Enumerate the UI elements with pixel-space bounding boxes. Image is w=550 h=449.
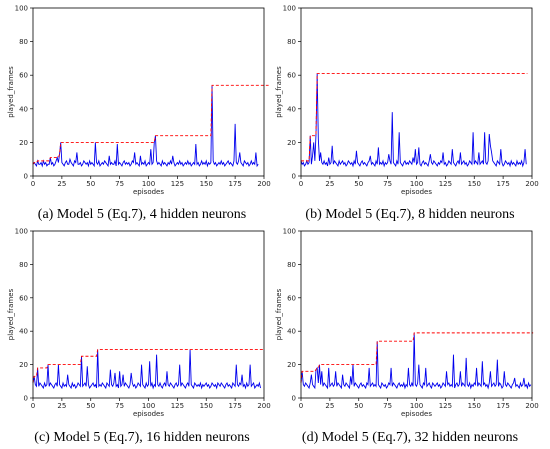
x-tick-label: 200 (525, 180, 538, 188)
x-tick-label: 0 (31, 180, 35, 188)
x-tick-label: 100 (410, 180, 423, 188)
x-tick-label: 0 (299, 180, 303, 188)
x-tick-label: 0 (31, 402, 35, 410)
y-axis-label: played_frames (7, 66, 15, 118)
x-tick-label: 150 (200, 180, 213, 188)
x-tick-label: 75 (115, 402, 124, 410)
y-tick-label: 100 (15, 5, 28, 13)
plot-frame (32, 7, 265, 177)
y-tick-label: 100 (15, 228, 28, 236)
x-tick-label: 125 (439, 180, 452, 188)
x-tick-label: 200 (257, 402, 270, 410)
chart-panel-1: 0 25 50 75 100 125 150 175 200020406080100episod… (7, 5, 271, 223)
x-tick-label: 25 (325, 402, 334, 410)
y-tick-label: 60 (19, 294, 28, 302)
y-tick-label: 0 (24, 395, 28, 403)
x-tick-label: 50 (86, 402, 95, 410)
y-tick-label: 60 (19, 72, 28, 80)
x-tick-label: 100 (142, 180, 155, 188)
x-tick-label: 50 (354, 180, 363, 188)
panel-caption: (c) Model 5 (Eq.7), 16 hidden neurons (34, 430, 249, 445)
y-axis-label: played_frames (275, 288, 283, 340)
x-tick-label: 200 (525, 402, 538, 410)
x-axis-label: episodes (133, 188, 164, 196)
x-tick-label: 175 (228, 402, 241, 410)
y-tick-label: 60 (287, 72, 296, 80)
y-axis-label: played_frames (7, 288, 15, 340)
chart-panel-4: 0 25 50 75 100 125 150 175 200020406080100episod… (275, 228, 539, 446)
played-frames-line (32, 85, 259, 168)
y-tick-label: 60 (287, 294, 296, 302)
x-axis-label: episodes (133, 410, 164, 418)
y-tick-label: 0 (292, 173, 296, 181)
played-frames-line (300, 332, 532, 390)
x-axis-label: episodes (401, 188, 432, 196)
plot-frame (300, 7, 533, 177)
x-tick-label: 125 (439, 402, 452, 410)
x-tick-label: 125 (171, 402, 184, 410)
y-tick-label: 20 (19, 361, 28, 369)
panel-caption: (d) Model 5 (Eq.7), 32 hidden neurons (302, 430, 518, 445)
x-tick-label: 100 (142, 402, 155, 410)
y-tick-label: 80 (19, 261, 28, 269)
x-tick-label: 25 (325, 180, 334, 188)
y-tick-label: 100 (283, 5, 296, 13)
played-frames-line (32, 349, 261, 390)
chart-panel-3: 0 25 50 75 100 125 150 175 200020406080100episod… (7, 228, 271, 446)
x-tick-label: 175 (496, 180, 509, 188)
x-tick-label: 50 (354, 402, 363, 410)
x-tick-label: 150 (468, 180, 481, 188)
panel-caption: (b) Model 5 (Eq.7), 8 hidden neurons (305, 207, 514, 222)
x-tick-label: 175 (228, 180, 241, 188)
max-frames-line (32, 349, 264, 384)
y-tick-label: 20 (287, 139, 296, 147)
y-tick-label: 20 (287, 361, 296, 369)
y-tick-label: 80 (287, 261, 296, 269)
max-frames-line (301, 73, 528, 162)
x-tick-label: 150 (200, 402, 213, 410)
y-tick-label: 0 (24, 173, 28, 181)
x-tick-label: 75 (383, 402, 392, 410)
y-tick-label: 20 (19, 139, 28, 147)
played-frames-line (300, 73, 527, 168)
x-tick-label: 75 (383, 180, 392, 188)
x-tick-label: 175 (496, 402, 509, 410)
y-tick-label: 40 (287, 105, 296, 113)
y-tick-label: 40 (287, 328, 296, 336)
x-tick-label: 200 (257, 180, 270, 188)
plot-frame (32, 230, 265, 399)
y-tick-label: 40 (19, 328, 28, 336)
max-frames-line (32, 84, 269, 165)
x-tick-label: 25 (57, 402, 66, 410)
y-tick-label: 0 (292, 395, 296, 403)
y-tick-label: 80 (19, 38, 28, 46)
panel-caption: (a) Model 5 (Eq.7), 4 hidden neurons (38, 207, 246, 222)
y-axis-label: played_frames (275, 66, 283, 118)
x-tick-label: 100 (410, 402, 423, 410)
x-tick-label: 75 (115, 180, 124, 188)
max-frames-line (300, 332, 534, 384)
x-tick-label: 50 (86, 180, 95, 188)
chart-panel-2: 0 25 50 75 100 125 150 175 200020406080100episod… (275, 5, 539, 223)
x-tick-label: 125 (171, 180, 184, 188)
x-axis-label: episodes (401, 410, 432, 418)
y-tick-label: 80 (287, 38, 296, 46)
y-tick-label: 100 (283, 228, 296, 236)
y-tick-label: 40 (19, 105, 28, 113)
x-tick-label: 25 (57, 180, 66, 188)
x-tick-label: 150 (468, 402, 481, 410)
x-tick-label: 0 (299, 402, 303, 410)
